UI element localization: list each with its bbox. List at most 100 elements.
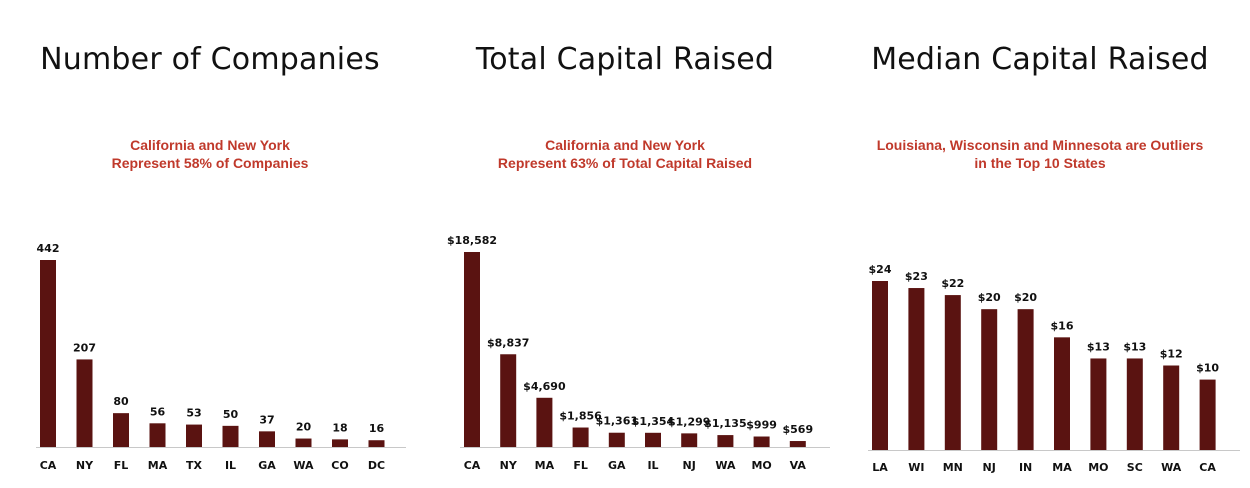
- bar-ma: [536, 397, 553, 447]
- category-label: WI: [908, 461, 924, 474]
- category-label: LA: [872, 461, 888, 474]
- data-label: $20: [978, 291, 1001, 304]
- bar-wa: [1163, 365, 1180, 450]
- data-label: 18: [332, 421, 347, 434]
- category-label: CO: [331, 459, 348, 472]
- category-label: IL: [225, 459, 236, 472]
- chart-title: Total Capital Raised: [475, 42, 775, 77]
- data-label: 207: [73, 341, 96, 354]
- data-label: $12: [1160, 348, 1183, 361]
- chart-title: Number of Companies: [40, 42, 380, 77]
- category-label: NJ: [683, 459, 696, 472]
- subtitle-line-1: California and New York: [130, 137, 290, 153]
- category-label: FL: [573, 459, 588, 472]
- bar-sc: [1126, 358, 1143, 450]
- bar-ca: [40, 260, 56, 447]
- bar-ca: [464, 252, 480, 447]
- data-label: 80: [113, 395, 129, 408]
- data-label: $13: [1087, 340, 1110, 353]
- category-label: NY: [500, 459, 518, 472]
- bar-ny: [500, 354, 517, 447]
- subtitle-line-1: Louisiana, Wisconsin and Minnesota are O…: [876, 137, 1204, 153]
- data-label: $13: [1123, 340, 1146, 353]
- category-label: WA: [715, 459, 736, 472]
- data-label: 53: [186, 407, 201, 420]
- bar-chart-total-capital: $18,582 CA $8,837 NY $4,690 MA $1,856 FL $1,361 G…: [447, 234, 830, 472]
- data-label: $1,354: [632, 415, 675, 428]
- category-label: SC: [1127, 461, 1143, 474]
- category-label: FL: [114, 459, 129, 472]
- subtitle-line-2: Represent 58% of Companies: [111, 155, 309, 171]
- category-label: CA: [464, 459, 481, 472]
- category-label: WA: [293, 459, 314, 472]
- data-label: 50: [223, 408, 239, 421]
- data-label: $569: [782, 423, 813, 436]
- bar-mo: [753, 436, 770, 447]
- bar-in: [1017, 309, 1034, 450]
- data-label: $16: [1051, 319, 1074, 332]
- category-label: MN: [943, 461, 963, 474]
- data-label: $10: [1196, 362, 1219, 375]
- bar-wa: [295, 438, 312, 447]
- bar-ma: [149, 423, 166, 447]
- bar-il: [645, 432, 661, 447]
- bar-ca: [1199, 379, 1216, 450]
- data-label: $22: [941, 277, 964, 290]
- category-label: WA: [1161, 461, 1182, 474]
- category-label: GA: [258, 459, 276, 472]
- data-label: 56: [150, 405, 166, 418]
- category-label: DC: [368, 459, 385, 472]
- data-label: $1,299: [668, 415, 710, 428]
- chart-panel-companies: Number of Companies California and New Y…: [0, 0, 420, 488]
- category-label: MA: [535, 459, 555, 472]
- category-label: GA: [608, 459, 626, 472]
- data-label: 442: [37, 242, 60, 255]
- bar-il: [222, 425, 239, 447]
- data-label: $1,856: [559, 410, 602, 423]
- bar-mo: [1090, 358, 1107, 450]
- chart-title: Median Capital Raised: [871, 42, 1209, 77]
- category-label: IL: [647, 459, 658, 472]
- category-label: CA: [40, 459, 57, 472]
- category-label: MO: [751, 459, 771, 472]
- category-label: VA: [790, 459, 807, 472]
- category-label: IN: [1019, 461, 1032, 474]
- bar-ma: [1054, 337, 1070, 450]
- category-label: CA: [1199, 461, 1216, 474]
- subtitle-line-2: Represent 63% of Total Capital Raised: [497, 155, 753, 171]
- data-label: $1,135: [704, 417, 746, 430]
- bar-ga: [259, 431, 275, 447]
- category-label: MA: [1052, 461, 1072, 474]
- data-label: $24: [869, 263, 892, 276]
- data-label: $999: [746, 419, 777, 432]
- data-label: $8,837: [487, 336, 529, 349]
- bar-chart-companies: 442 CA 207 NY 80 FL 56 MA 53 TX 50 IL 37 GA 20 WA 18 CO 16…: [36, 242, 406, 472]
- category-label: TX: [186, 459, 203, 472]
- chart-subtitle: California and New York Represent 58% of…: [0, 136, 420, 172]
- data-label: $1,361: [596, 415, 638, 428]
- bar-ny: [76, 359, 93, 447]
- data-label: 37: [259, 413, 274, 426]
- bar-va: [789, 441, 806, 447]
- bar-fl: [113, 413, 129, 447]
- bar-chart-median-capital: $24 LA $23 WI $22 MN $20 NJ $20 IN $16 MA $13 MO $13 SC…: [868, 263, 1240, 474]
- category-label: NY: [76, 459, 94, 472]
- chart-subtitle: Louisiana, Wisconsin and Minnesota are O…: [830, 136, 1250, 172]
- data-label: 20: [296, 421, 312, 434]
- subtitle-line-1: California and New York: [545, 137, 705, 153]
- data-label: $18,582: [447, 234, 497, 247]
- data-label: $20: [1014, 291, 1037, 304]
- chart-panel-total-capital: Total Capital Raised California and New …: [415, 0, 835, 488]
- bar-wa: [717, 435, 734, 447]
- bar-la: [872, 281, 888, 450]
- category-label: MA: [148, 459, 168, 472]
- bar-co: [332, 439, 348, 447]
- bar-ga: [608, 432, 625, 447]
- chart-subtitle: California and New York Represent 63% of…: [415, 136, 835, 172]
- subtitle-line-2: in the Top 10 States: [974, 155, 1106, 171]
- data-label: $23: [905, 270, 928, 283]
- bar-tx: [186, 424, 202, 447]
- bar-nj: [681, 433, 698, 447]
- category-label: NJ: [983, 461, 996, 474]
- bar-mn: [944, 295, 961, 450]
